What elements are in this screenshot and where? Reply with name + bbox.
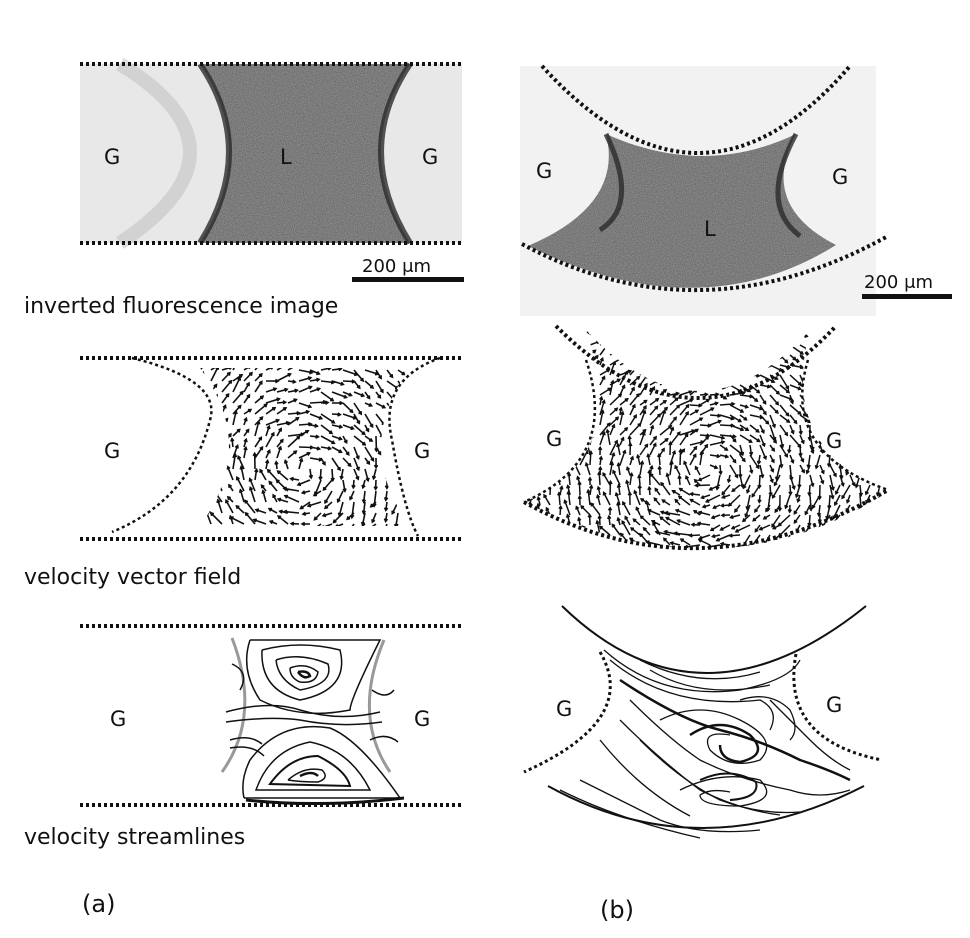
panel-a-velocity-vectors: G G bbox=[80, 356, 462, 541]
panel-b-label: (b) bbox=[600, 896, 634, 924]
panel-b-velocity-vectors: G G bbox=[523, 324, 890, 551]
gas-label-right: G bbox=[832, 165, 848, 189]
caption-fluorescence: inverted fluorescence image bbox=[24, 294, 338, 319]
panel-b-streamlines: G G bbox=[523, 605, 883, 839]
panel-a-fluorescence-image: G L G 200 μm bbox=[80, 58, 464, 282]
gas-label-right: G bbox=[414, 707, 430, 731]
gas-label-left: G bbox=[104, 439, 120, 463]
gas-label-left: G bbox=[110, 707, 126, 731]
gas-label-left: G bbox=[104, 145, 120, 169]
liquid-label: L bbox=[280, 145, 292, 169]
scale-bar-label: 200 μm bbox=[362, 256, 431, 277]
scale-bar-label: 200 μm bbox=[864, 272, 933, 293]
panel-a-streamlines: G G bbox=[80, 624, 462, 807]
gas-label-right: G bbox=[414, 439, 430, 463]
gas-label-left: G bbox=[546, 427, 562, 451]
scale-bar bbox=[862, 294, 952, 299]
panel-a-label: (a) bbox=[82, 890, 115, 918]
caption-streamlines: velocity streamlines bbox=[24, 825, 245, 850]
panel-b-fluorescence-image: G L G 200 μm bbox=[520, 64, 952, 316]
gas-label-right: G bbox=[422, 145, 438, 169]
gas-label-right: G bbox=[826, 429, 842, 453]
gas-label-left: G bbox=[536, 159, 552, 183]
gas-label-right: G bbox=[826, 693, 842, 717]
gas-label-left: G bbox=[556, 697, 572, 721]
liquid-label: L bbox=[704, 217, 716, 241]
caption-vector-field: velocity vector field bbox=[24, 565, 241, 590]
scale-bar bbox=[352, 277, 464, 282]
